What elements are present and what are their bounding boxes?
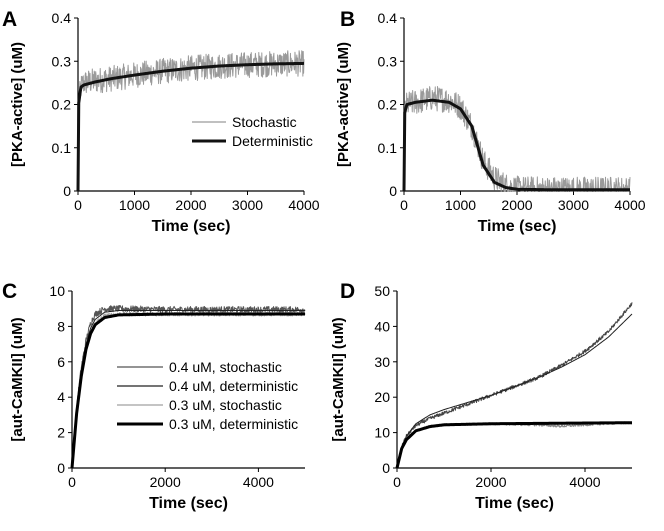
x-axis-label: Time (sec) bbox=[478, 218, 557, 235]
legend-label: Deterministic bbox=[232, 133, 313, 149]
x-tick-label: 1000 bbox=[119, 197, 150, 213]
legend-label: Stochastic bbox=[232, 114, 297, 130]
y-tick-label: 0.3 bbox=[52, 53, 72, 69]
x-tick-label: 4000 bbox=[288, 197, 319, 213]
y-tick-label: 8 bbox=[57, 318, 65, 334]
x-tick-label: 4000 bbox=[243, 474, 274, 490]
panel-d: D 0 2000 4000 0 10 20 30 40 50 Time (sec) [aut-CaM… bbox=[330, 280, 633, 512]
panel-label-c: C bbox=[2, 280, 17, 303]
x-axis-label: Time (sec) bbox=[475, 495, 554, 512]
y-tick-label: 6 bbox=[57, 354, 65, 370]
series-line-1 bbox=[396, 313, 633, 469]
series-line-1 bbox=[402, 98, 631, 192]
y-tick-label: 0 bbox=[389, 183, 397, 199]
x-tick-label: 3000 bbox=[558, 197, 589, 213]
y-tick-label: 0 bbox=[382, 460, 390, 476]
y-tick-label: 2 bbox=[57, 425, 65, 441]
panel-label-a: A bbox=[2, 8, 17, 31]
panel-c-plot: 0 2000 4000 0 2 4 6 8 10 Time (sec) [aut-CaMKII] (… bbox=[9, 283, 306, 512]
panel-b: B 0 1000 2000 3000 4000 0 0.1 0.2 0.3 0.4 Time (se… bbox=[335, 8, 646, 235]
y-tick-label: 10 bbox=[49, 283, 65, 299]
x-tick-label: 0 bbox=[68, 474, 76, 490]
x-tick-label: 2000 bbox=[150, 474, 181, 490]
x-tick-label: 4000 bbox=[569, 474, 600, 490]
series-line-2 bbox=[396, 421, 633, 469]
y-axis-label: [aut-CaMKII] (uM) bbox=[330, 317, 347, 441]
series-line-3 bbox=[70, 312, 306, 469]
legend-label: 0.3 uM, deterministic bbox=[169, 416, 298, 432]
y-tick-label: 0.1 bbox=[378, 140, 398, 156]
y-tick-label: 0 bbox=[57, 460, 65, 476]
y-axis-label: [PKA-active] (uM) bbox=[335, 42, 352, 167]
y-tick-label: 40 bbox=[374, 318, 390, 334]
x-axis-label: Time (sec) bbox=[152, 218, 231, 235]
y-axis-label: [PKA-active] (uM) bbox=[9, 42, 26, 167]
y-tick-label: 0.3 bbox=[378, 53, 398, 69]
series-line-0 bbox=[71, 305, 306, 469]
panel-d-plot: 0 2000 4000 0 10 20 30 40 50 Time (sec) [aut-CaMKI… bbox=[330, 283, 633, 512]
series-line-3 bbox=[395, 421, 633, 469]
x-tick-label: 2000 bbox=[475, 474, 506, 490]
legend-label: 0.3 uM, stochastic bbox=[169, 397, 282, 413]
panel-a-plot: 0 1000 2000 3000 4000 0 0.1 0.2 0.3 0.4 Time (sec)… bbox=[9, 10, 320, 235]
panel-b-plot: 0 1000 2000 3000 4000 0 0.1 0.2 0.3 0.4 Time (sec)… bbox=[335, 10, 646, 235]
legend-label: 0.4 uM, stochastic bbox=[169, 359, 282, 375]
x-tick-label: 0 bbox=[74, 197, 82, 213]
y-tick-label: 0.2 bbox=[52, 97, 72, 113]
panel-label-d: D bbox=[340, 280, 355, 303]
x-tick-label: 4000 bbox=[614, 197, 645, 213]
y-tick-label: 0.1 bbox=[52, 140, 72, 156]
panel-c: C 0 2000 4000 0 2 4 6 8 10 Time (sec) [aut-CaMKII]… bbox=[2, 280, 306, 512]
x-tick-label: 3000 bbox=[232, 197, 263, 213]
y-tick-label: 4 bbox=[57, 389, 65, 405]
x-tick-label: 1000 bbox=[445, 197, 476, 213]
series-line-0 bbox=[77, 50, 305, 192]
legend: Stochastic Deterministic bbox=[192, 114, 313, 149]
y-tick-label: 20 bbox=[374, 389, 390, 405]
y-tick-label: 30 bbox=[374, 354, 390, 370]
x-tick-label: 0 bbox=[400, 197, 408, 213]
y-tick-label: 0.4 bbox=[378, 10, 398, 26]
x-axis-label: Time (sec) bbox=[149, 495, 228, 512]
legend: 0.4 uM, stochastic 0.4 uM, deterministic 0… bbox=[117, 359, 298, 432]
x-tick-label: 0 bbox=[393, 474, 401, 490]
y-axis-label: [aut-CaMKII] (uM) bbox=[9, 317, 26, 441]
panel-a: A 0 1000 2000 3000 4000 0 0.1 0.2 0.3 0.4 Time (se… bbox=[2, 8, 320, 235]
y-tick-label: 0.4 bbox=[52, 10, 72, 26]
x-tick-label: 2000 bbox=[501, 197, 532, 213]
panel-label-b: B bbox=[340, 8, 355, 31]
series-line-1 bbox=[76, 61, 305, 192]
y-tick-label: 50 bbox=[374, 283, 390, 299]
y-tick-label: 0.2 bbox=[378, 97, 398, 113]
series-line-1 bbox=[71, 309, 305, 469]
legend-label: 0.4 uM, deterministic bbox=[169, 378, 298, 394]
y-tick-label: 10 bbox=[374, 425, 390, 441]
y-tick-label: 0 bbox=[63, 183, 71, 199]
series-line-0 bbox=[396, 302, 633, 469]
x-tick-label: 2000 bbox=[175, 197, 206, 213]
